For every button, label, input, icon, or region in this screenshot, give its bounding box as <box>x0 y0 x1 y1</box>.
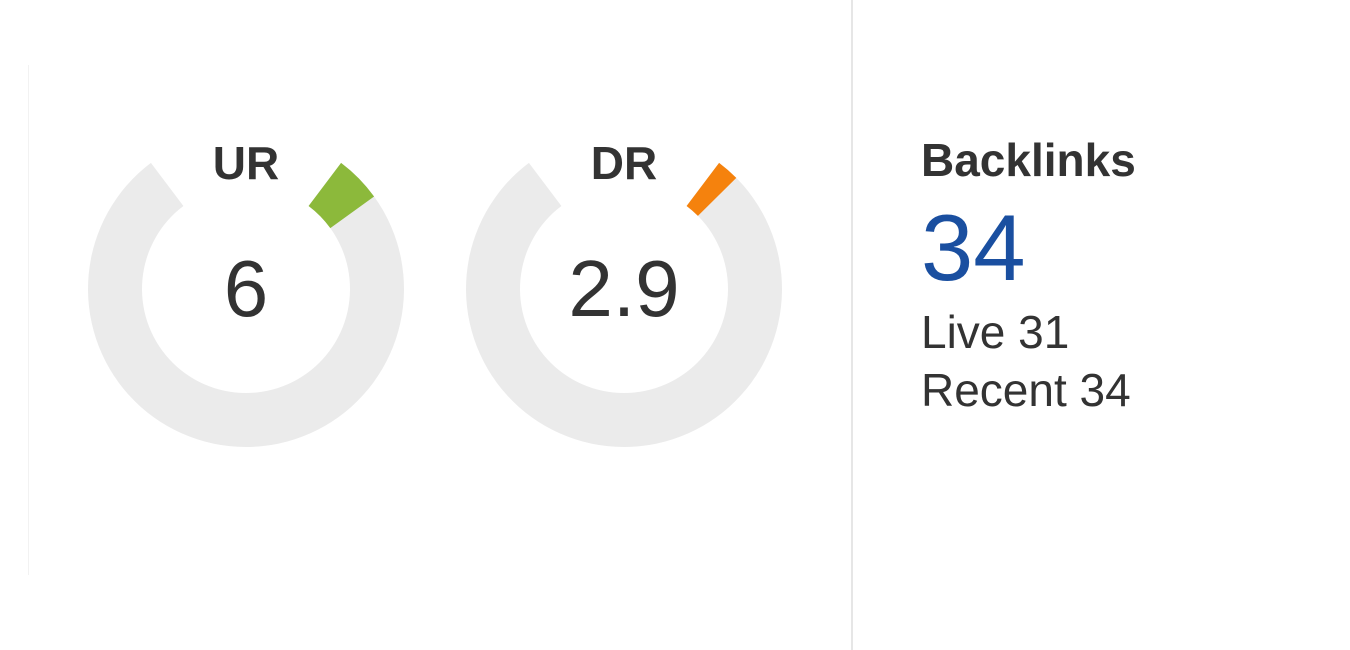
gauge-track <box>88 162 404 447</box>
gauge-fill <box>686 162 737 216</box>
dr-value: 2.9 <box>568 244 680 333</box>
ur-label: UR <box>212 137 280 189</box>
dr-gauge: DR 2.9 <box>464 131 784 451</box>
backlinks-count[interactable]: 34 <box>921 195 1026 300</box>
gauge-track <box>466 162 782 447</box>
recent-backlinks[interactable]: Recent 34 <box>921 364 1131 416</box>
section-divider <box>851 0 853 650</box>
backlinks-title: Backlinks <box>921 134 1136 186</box>
ur-gauge-ring <box>88 162 404 447</box>
backlinks-panel: Backlinks 34 Live 31 Recent 34 <box>921 133 1136 419</box>
dr-gauge-ring <box>466 162 782 447</box>
gauge-fill <box>308 162 375 229</box>
dr-label: DR <box>590 137 658 189</box>
ur-gauge: UR 6 <box>86 131 406 451</box>
left-border <box>28 65 29 575</box>
ur-value: 6 <box>223 244 269 333</box>
live-backlinks[interactable]: Live 31 <box>921 306 1070 358</box>
